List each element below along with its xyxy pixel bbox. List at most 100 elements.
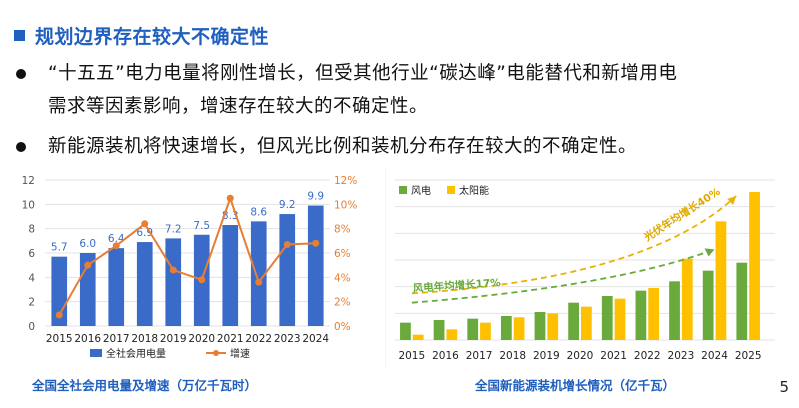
solar-trend-arrow (411, 195, 737, 295)
wind-arrow-head (704, 248, 715, 257)
y2-tick-label: 6% (334, 248, 351, 260)
new-energy-capacity-chart: 0246810122015201620172018201920202021202… (385, 168, 775, 368)
x-tick-label: 2024 (701, 350, 728, 362)
x-tick-label: 2015 (46, 333, 73, 345)
solar-bar (749, 192, 760, 340)
wind-trend-arrow (411, 248, 715, 304)
wind-bar (400, 322, 411, 340)
data-label: 7.2 (165, 223, 182, 235)
solar-bar (715, 221, 727, 340)
wind-bar (433, 320, 445, 340)
bullet-item-2: 新能源装机将快速增长，但风光比例和装机分布存在较大的不确定性。 (16, 130, 776, 163)
solar-bar (681, 258, 693, 340)
wind-growth-annotation: 风电年均增长17% (412, 276, 501, 295)
solar-bar (412, 334, 424, 340)
x-tick-label: 2019 (160, 333, 187, 345)
y-tick-label: 8 (28, 224, 35, 236)
legend-line-marker (213, 350, 219, 356)
solar-bar (581, 306, 592, 340)
legend-solar-label: 太阳能 (459, 184, 489, 197)
growth-rate-point (255, 278, 263, 286)
bullet-dot-icon (16, 142, 26, 152)
y-tick-label: 6 (28, 248, 35, 260)
x-tick-label: 2020 (567, 350, 594, 362)
wind-bar (601, 296, 613, 340)
wind-bar (635, 290, 647, 340)
legend-line-label: 增速 (230, 347, 250, 360)
x-tick-label: 2016 (432, 350, 459, 362)
x-tick-label: 2021 (600, 350, 627, 362)
page-number: 5 (779, 378, 789, 396)
bar (165, 238, 182, 326)
x-tick-label: 2024 (302, 333, 329, 345)
solar-bar (446, 329, 458, 340)
bullet-1-line-2: 需求等因素影响，增速存在较大的不确定性。 (48, 96, 429, 117)
data-label: 5.7 (51, 242, 68, 254)
solar-bar (614, 298, 626, 340)
bar (250, 221, 267, 326)
x-tick-label: 2017 (103, 333, 130, 345)
x-tick-label: 2018 (499, 350, 526, 362)
growth-rate-point (141, 220, 149, 228)
x-tick-label: 2019 (533, 350, 560, 362)
data-label: 6.0 (79, 238, 96, 250)
y2-tick-label: 0% (334, 321, 351, 333)
legend-solar-swatch (447, 186, 455, 194)
wind-bar (736, 262, 748, 340)
y-tick-label: 4 (28, 272, 35, 284)
wind-bar (702, 270, 714, 340)
legend-bar-swatch (90, 349, 102, 357)
x-tick-label: 2017 (466, 350, 493, 362)
growth-rate-point (169, 266, 177, 274)
growth-rate-point (226, 194, 234, 202)
x-tick-label: 2015 (398, 350, 425, 362)
solar-arrow-head (727, 196, 737, 205)
solar-bar (547, 313, 559, 340)
x-tick-label: 2023 (668, 350, 695, 362)
wind-bar (568, 302, 579, 340)
section-heading: 规划边界存在较大不确定性 (14, 22, 269, 49)
square-bullet-icon (14, 30, 25, 41)
y2-tick-label: 4% (334, 272, 351, 284)
wind-bar (534, 312, 546, 340)
wind-bar (500, 316, 512, 340)
y-tick-label: 0 (28, 321, 35, 333)
growth-rate-line (58, 195, 316, 316)
bar (307, 205, 324, 326)
x-tick-label: 2022 (245, 333, 272, 345)
y2-tick-label: 2% (334, 297, 351, 309)
data-label: 8.6 (250, 206, 267, 218)
bullet-2-line-1: 新能源装机将快速增长，但风光比例和装机分布存在较大的不确定性。 (48, 136, 638, 157)
x-tick-label: 2022 (634, 350, 661, 362)
y2-tick-label: 8% (334, 224, 351, 236)
bar (279, 214, 296, 326)
growth-rate-point (312, 239, 320, 247)
y-tick-label: 2 (28, 297, 35, 309)
y2-tick-label: 12% (334, 175, 357, 187)
bar (136, 242, 153, 326)
x-tick-label: 2021 (217, 333, 244, 345)
y-tick-label: 10 (22, 199, 35, 211)
x-tick-label: 2018 (131, 333, 158, 345)
legend-wind-label: 风电 (411, 184, 431, 197)
wind-bar (467, 318, 479, 340)
x-tick-label: 2020 (188, 333, 215, 345)
bullet-1-line-1: “十五五”电力电量将刚性增长，但受其他行业“碳达峰”电能替代和新增用电 (48, 63, 678, 84)
legend-bar-label: 全社会用电量 (106, 347, 166, 360)
solar-bar (648, 288, 660, 340)
growth-rate-point (198, 276, 206, 284)
electricity-consumption-chart: 0246810120%2%4%6%8%10%12%5.720156.020166… (22, 175, 358, 360)
growth-rate-point (84, 261, 92, 269)
legend-wind-swatch (399, 186, 407, 194)
data-label: 9.9 (307, 191, 324, 203)
y-tick-label: 12 (22, 175, 35, 187)
bar (108, 248, 125, 326)
growth-rate-point (112, 242, 120, 250)
data-label: 9.2 (279, 199, 296, 211)
chart-2-caption: 全国新能源装机增长情况（亿千瓦） (475, 378, 676, 393)
bullet-item-1: “十五五”电力电量将刚性增长，但受其他行业“碳达峰”电能替代和新增用电 需求等因… (16, 57, 776, 123)
growth-rate-point (55, 311, 63, 319)
solar-bar (513, 317, 525, 340)
bar (222, 225, 239, 326)
heading-text: 规划边界存在较大不确定性 (35, 26, 270, 48)
